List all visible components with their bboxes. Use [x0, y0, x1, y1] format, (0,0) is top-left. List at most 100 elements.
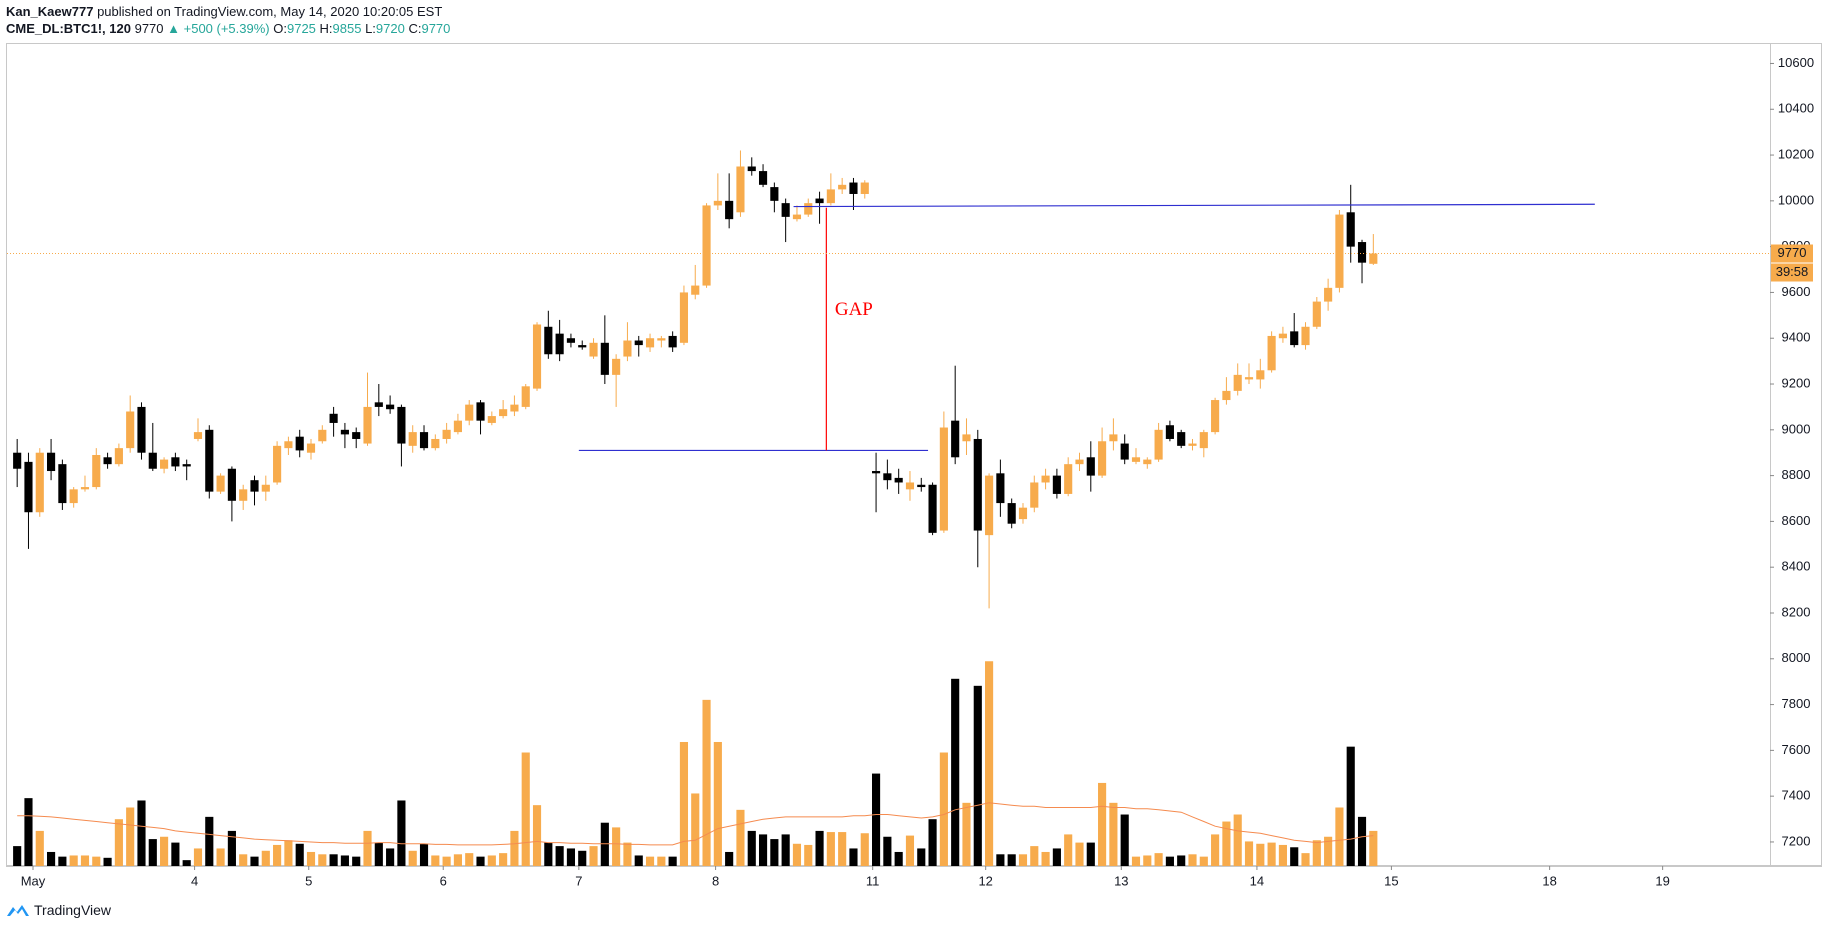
volume-bar [114, 819, 123, 866]
candle-body [1324, 287, 1333, 302]
volume-bar [973, 685, 982, 866]
candle-body [521, 386, 530, 407]
volume-bar [329, 854, 338, 866]
volume-bar [1030, 846, 1039, 866]
price-label: 9770 [1778, 245, 1807, 260]
candle-body [1109, 434, 1118, 442]
candle-body [340, 429, 349, 435]
candle-body [1222, 390, 1231, 401]
y-tick-label: 9400 [1782, 330, 1811, 345]
candle-body [295, 436, 304, 451]
volume-bar [431, 855, 440, 866]
x-tick-label: 6 [440, 873, 447, 888]
candle-body [1177, 432, 1186, 446]
y-tick-label: 7800 [1782, 696, 1811, 711]
x-tick-label: 11 [866, 873, 880, 888]
volume-bar [216, 848, 225, 866]
volume-bar [634, 855, 643, 866]
candle-body [645, 338, 655, 348]
candle-body [419, 432, 429, 449]
volume-bar [352, 856, 361, 866]
price-change: ▲ +500 (+5.39%) [167, 21, 270, 36]
candle-body [329, 413, 338, 423]
y-tick-label: 9200 [1782, 375, 1811, 390]
volume-bar [1244, 841, 1254, 866]
candle-body [1199, 432, 1208, 449]
low-value: 9720 [375, 21, 405, 36]
volume-bar [725, 851, 734, 866]
volume-bar [679, 741, 689, 866]
candle-body [510, 404, 519, 412]
volume-bar [148, 839, 157, 866]
candle-body [1369, 253, 1378, 264]
volume-bar [1188, 854, 1197, 866]
y-tick-label: 10200 [1778, 146, 1814, 161]
volume-bar [1165, 856, 1174, 866]
candle-body [193, 432, 203, 439]
volume-bar [171, 842, 180, 866]
volume-bar [532, 805, 542, 866]
candle-body [928, 484, 937, 533]
y-tick-label: 9600 [1782, 284, 1811, 299]
volume-bar [1233, 814, 1242, 866]
volume-bar [962, 802, 971, 866]
candle-body [804, 203, 813, 215]
volume-bar [284, 840, 293, 866]
candle-body [657, 338, 666, 341]
volume-bar [668, 856, 677, 866]
symbol-info: CME_DL:BTC1!, 120 9770 ▲ +500 (+5.39%) O… [6, 21, 450, 36]
candle-body [736, 166, 745, 213]
volume-bar [544, 842, 553, 866]
candle-body [725, 200, 734, 220]
volume-bar [58, 856, 67, 866]
volume-bar [951, 678, 960, 866]
candle-body [1233, 374, 1242, 391]
volume-bar [883, 836, 892, 866]
candle-body [160, 459, 169, 469]
volume-bar [1312, 840, 1321, 866]
low-label: L: [365, 21, 376, 36]
y-tick-label: 8000 [1782, 650, 1811, 665]
volume-bar [374, 842, 383, 866]
volume-bar [1278, 844, 1287, 866]
volume-ma-line [17, 802, 1374, 846]
candle-body [442, 429, 451, 439]
y-tick-label: 8600 [1782, 513, 1811, 528]
volume-bar [1109, 802, 1118, 866]
volume-bar [566, 848, 576, 866]
volume-bar [1007, 854, 1016, 866]
volume-bar [476, 856, 485, 866]
candle-body [1030, 482, 1039, 508]
candle-body [148, 452, 157, 469]
volume-bar [1143, 855, 1152, 866]
candle-body [137, 406, 146, 453]
volume-bar [137, 800, 146, 866]
volume-bar [465, 853, 474, 866]
y-tick-label: 8800 [1782, 467, 1811, 482]
x-tick-label: 5 [305, 873, 312, 888]
volume-bar [386, 848, 395, 866]
volume-bar [1018, 854, 1028, 866]
candle-body [1357, 242, 1367, 263]
x-tick-label: 4 [191, 873, 198, 888]
candle-body [465, 404, 474, 421]
candle-body [815, 198, 824, 204]
volume-bar [1324, 836, 1333, 866]
candle-body [453, 420, 462, 433]
x-tick-label: 8 [712, 873, 719, 888]
candle-body [1244, 377, 1254, 380]
x-tick-label: 13 [1114, 873, 1128, 888]
y-tick-label: 9000 [1782, 421, 1811, 436]
candle-body [69, 489, 78, 504]
volume-bar [623, 842, 632, 866]
candle-body [171, 457, 180, 467]
volume-bar [1290, 847, 1299, 866]
volume-bar [273, 844, 282, 866]
candle-body [1131, 457, 1141, 462]
candle-body [770, 187, 779, 201]
y-tick-label: 10600 [1778, 55, 1814, 70]
volume-bar [1041, 851, 1050, 866]
volume-bar [1154, 853, 1163, 866]
author: Kan_Kaew777 [6, 4, 94, 19]
candle-body [600, 342, 609, 375]
